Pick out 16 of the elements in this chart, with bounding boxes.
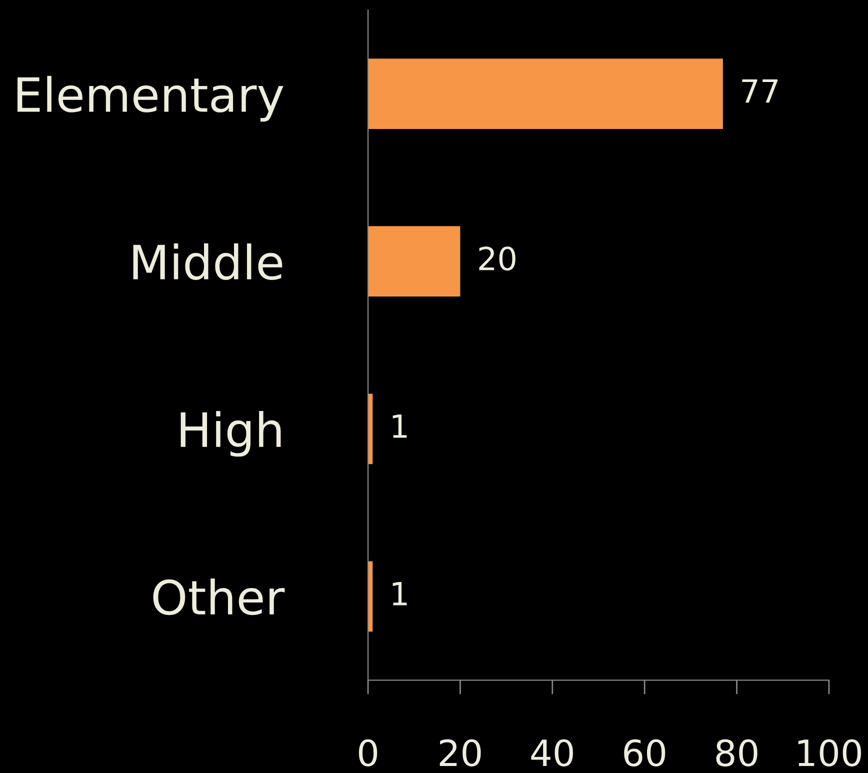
x-tick-label: 20 — [440, 739, 481, 767]
y-tick-label: Other — [153, 578, 285, 616]
x-tick-label: 80 — [716, 739, 758, 767]
data-label: 1 — [392, 414, 407, 438]
bar — [368, 226, 460, 297]
bar — [368, 58, 723, 130]
x-tick-label: 60 — [624, 739, 666, 767]
y-tick-label: Middle — [133, 243, 282, 280]
y-tick-label: High — [180, 410, 281, 457]
y-tick-label: Elementary — [18, 76, 284, 122]
x-tick-label: 0 — [358, 739, 378, 767]
data-label: 20 — [479, 246, 516, 271]
data-label: 77 — [742, 79, 778, 103]
x-tick-label: 100 — [798, 739, 862, 767]
data-label: 1 — [392, 582, 407, 606]
x-tick-label: 40 — [531, 739, 573, 767]
